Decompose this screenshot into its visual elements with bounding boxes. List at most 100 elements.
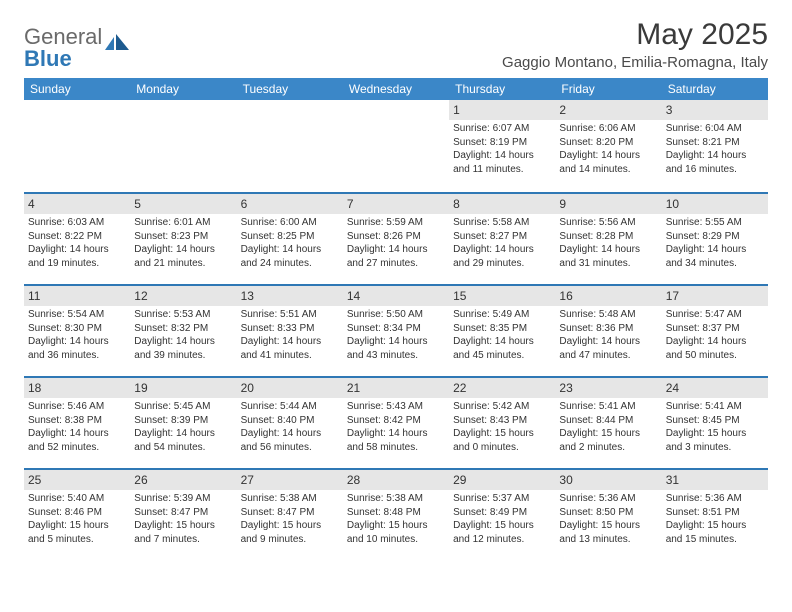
day-details: Sunrise: 6:01 AMSunset: 8:23 PMDaylight:… [130, 216, 236, 270]
calendar-week-row: 1 Sunrise: 6:07 AMSunset: 8:19 PMDaylight… [24, 100, 768, 192]
day-details: Sunrise: 6:07 AMSunset: 8:19 PMDaylight:… [449, 122, 555, 176]
calendar-day-cell: 18Sunrise: 5:46 AMSunset: 8:38 PMDayligh… [24, 376, 130, 468]
day-details: Sunrise: 5:51 AMSunset: 8:33 PMDaylight:… [237, 308, 343, 362]
day-details: Sunrise: 5:58 AMSunset: 8:27 PMDaylight:… [449, 216, 555, 270]
day-details: Sunrise: 5:38 AMSunset: 8:48 PMDaylight:… [343, 492, 449, 546]
sail-icon [105, 32, 131, 50]
calendar-day-cell: 25 Sunrise: 5:40 AMSunset: 8:46 PMDayligh… [24, 468, 130, 560]
calendar-day-cell: 1 Sunrise: 6:07 AMSunset: 8:19 PMDaylight… [449, 100, 555, 192]
day-details: Sunrise: 5:56 AMSunset: 8:28 PMDaylight:… [555, 216, 661, 270]
weekday-header: Tuesday [237, 78, 343, 100]
day-number: 30 [559, 473, 572, 487]
day-number: 21 [347, 381, 360, 395]
day-details: Sunrise: 5:49 AMSunset: 8:35 PMDaylight:… [449, 308, 555, 362]
day-number: 31 [666, 473, 679, 487]
day-details: Sunrise: 5:39 AMSunset: 8:47 PMDaylight:… [130, 492, 236, 546]
day-details: Sunrise: 5:59 AMSunset: 8:26 PMDaylight:… [343, 216, 449, 270]
calendar-day-cell: 3Sunrise: 6:04 AMSunset: 8:21 PMDaylight… [662, 100, 768, 192]
day-details: Sunrise: 5:37 AMSunset: 8:49 PMDaylight:… [449, 492, 555, 546]
day-number: 28 [347, 473, 360, 487]
day-details: Sunrise: 5:45 AMSunset: 8:39 PMDaylight:… [130, 400, 236, 454]
day-details: Sunrise: 5:42 AMSunset: 8:43 PMDaylight:… [449, 400, 555, 454]
day-number: 7 [347, 197, 354, 211]
day-number: 11 [28, 289, 40, 303]
day-number: 24 [666, 381, 679, 395]
calendar-day-cell: 22Sunrise: 5:42 AMSunset: 8:43 PMDayligh… [449, 376, 555, 468]
calendar-day-cell [24, 100, 130, 192]
header: GeneralBlue May 2025 Gaggio Montano, Emi… [24, 18, 768, 72]
day-number: 29 [453, 473, 466, 487]
day-number: 19 [134, 381, 147, 395]
day-details: Sunrise: 5:44 AMSunset: 8:40 PMDaylight:… [237, 400, 343, 454]
day-number: 17 [666, 289, 679, 303]
calendar-day-cell: 4 Sunrise: 6:03 AMSunset: 8:22 PMDaylight… [24, 192, 130, 284]
calendar-day-cell: 7 Sunrise: 5:59 AMSunset: 8:26 PMDaylight… [343, 192, 449, 284]
calendar-day-cell: 19 Sunrise: 5:45 AMSunset: 8:39 PMDayligh… [130, 376, 236, 468]
day-details: Sunrise: 6:06 AMSunset: 8:20 PMDaylight:… [555, 122, 661, 176]
day-details: Sunrise: 5:54 AMSunset: 8:30 PMDaylight:… [24, 308, 130, 362]
day-details: Sunrise: 5:38 AMSunset: 8:47 PMDaylight:… [237, 492, 343, 546]
calendar-day-cell: 27 Sunrise: 5:38 AMSunset: 8:47 PMDayligh… [237, 468, 343, 560]
day-number: 27 [241, 473, 254, 487]
day-number: 12 [134, 289, 147, 303]
calendar-day-cell: 31 Sunrise: 5:36 AMSunset: 8:51 PMDayligh… [662, 468, 768, 560]
calendar-day-cell: 14Sunrise: 5:50 AMSunset: 8:34 PMDayligh… [343, 284, 449, 376]
day-details: Sunrise: 6:00 AMSunset: 8:25 PMDaylight:… [237, 216, 343, 270]
calendar-day-cell: 21 Sunrise: 5:43 AMSunset: 8:42 PMDayligh… [343, 376, 449, 468]
calendar-day-cell: 2 Sunrise: 6:06 AMSunset: 8:20 PMDaylight… [555, 100, 661, 192]
calendar-day-cell: 8Sunrise: 5:58 AMSunset: 8:27 PMDaylight… [449, 192, 555, 284]
day-number: 1 [453, 103, 460, 117]
day-number: 15 [453, 289, 466, 303]
day-number: 4 [28, 197, 35, 211]
calendar-day-cell: 15 Sunrise: 5:49 AMSunset: 8:35 PMDayligh… [449, 284, 555, 376]
calendar-day-cell [343, 100, 449, 192]
day-number: 2 [559, 103, 566, 117]
day-details: Sunrise: 5:50 AMSunset: 8:34 PMDaylight:… [343, 308, 449, 362]
calendar-day-cell: 9Sunrise: 5:56 AMSunset: 8:28 PMDaylight… [555, 192, 661, 284]
day-number: 3 [666, 103, 673, 117]
weekday-header: Monday [130, 78, 236, 100]
weekday-header: Thursday [449, 78, 555, 100]
page-title: May 2025 [502, 18, 768, 52]
calendar-week-row: 25 Sunrise: 5:40 AMSunset: 8:46 PMDayligh… [24, 468, 768, 560]
weekday-header: Saturday [662, 78, 768, 100]
weekday-header: Sunday [24, 78, 130, 100]
calendar-day-cell [130, 100, 236, 192]
day-details: Sunrise: 5:43 AMSunset: 8:42 PMDaylight:… [343, 400, 449, 454]
calendar-day-cell: 5 Sunrise: 6:01 AMSunset: 8:23 PMDaylight… [130, 192, 236, 284]
calendar-day-cell: 13 Sunrise: 5:51 AMSunset: 8:33 PMDayligh… [237, 284, 343, 376]
day-details: Sunrise: 5:48 AMSunset: 8:36 PMDaylight:… [555, 308, 661, 362]
calendar-day-cell: 11 Sunrise: 5:54 AMSunset: 8:30 PMDayligh… [24, 284, 130, 376]
day-number: 16 [559, 289, 572, 303]
day-details: Sunrise: 5:36 AMSunset: 8:51 PMDaylight:… [662, 492, 768, 546]
day-details: Sunrise: 5:40 AMSunset: 8:46 PMDaylight:… [24, 492, 130, 546]
day-details: Sunrise: 5:41 AMSunset: 8:44 PMDaylight:… [555, 400, 661, 454]
day-details: Sunrise: 6:03 AMSunset: 8:22 PMDaylight:… [24, 216, 130, 270]
day-number: 23 [559, 381, 572, 395]
calendar-week-row: 11 Sunrise: 5:54 AMSunset: 8:30 PMDayligh… [24, 284, 768, 376]
calendar-day-cell: 16 Sunrise: 5:48 AMSunset: 8:36 PMDayligh… [555, 284, 661, 376]
day-number: 13 [241, 289, 254, 303]
day-details: Sunrise: 5:53 AMSunset: 8:32 PMDaylight:… [130, 308, 236, 362]
calendar-day-cell: 20 Sunrise: 5:44 AMSunset: 8:40 PMDayligh… [237, 376, 343, 468]
brand-logo: GeneralBlue [24, 18, 131, 72]
calendar-day-cell: 24 Sunrise: 5:41 AMSunset: 8:45 PMDayligh… [662, 376, 768, 468]
day-details: Sunrise: 5:41 AMSunset: 8:45 PMDaylight:… [662, 400, 768, 454]
calendar-day-cell: 6 Sunrise: 6:00 AMSunset: 8:25 PMDaylight… [237, 192, 343, 284]
day-number: 5 [134, 197, 141, 211]
weekday-header: Wednesday [343, 78, 449, 100]
calendar-day-cell: 17Sunrise: 5:47 AMSunset: 8:37 PMDayligh… [662, 284, 768, 376]
calendar-day-cell: 28 Sunrise: 5:38 AMSunset: 8:48 PMDayligh… [343, 468, 449, 560]
day-number: 25 [28, 473, 41, 487]
day-number: 26 [134, 473, 147, 487]
calendar-day-cell: 10 Sunrise: 5:55 AMSunset: 8:29 PMDayligh… [662, 192, 768, 284]
day-details: Sunrise: 5:36 AMSunset: 8:50 PMDaylight:… [555, 492, 661, 546]
day-number: 6 [241, 197, 248, 211]
calendar-day-cell: 26 Sunrise: 5:39 AMSunset: 8:47 PMDayligh… [130, 468, 236, 560]
day-number: 20 [241, 381, 254, 395]
day-number: 10 [666, 197, 679, 211]
calendar-day-cell: 23 Sunrise: 5:41 AMSunset: 8:44 PMDayligh… [555, 376, 661, 468]
day-details: Sunrise: 5:55 AMSunset: 8:29 PMDaylight:… [662, 216, 768, 270]
day-number: 18 [28, 381, 41, 395]
calendar-day-cell: 30 Sunrise: 5:36 AMSunset: 8:50 PMDayligh… [555, 468, 661, 560]
